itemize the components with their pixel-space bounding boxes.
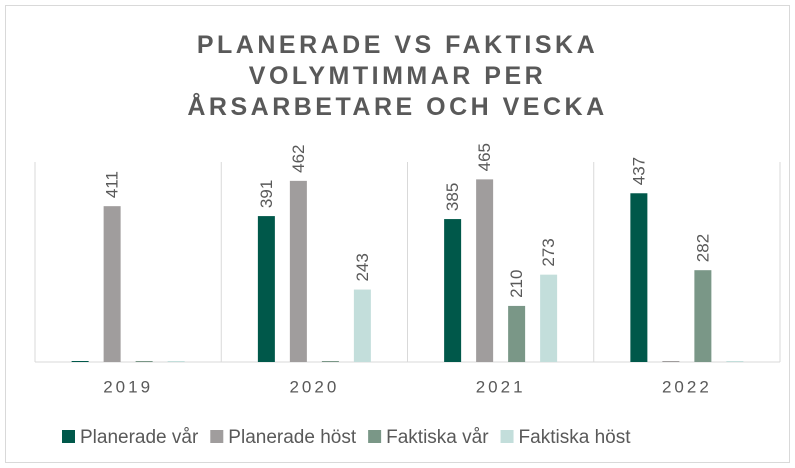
- bar: [662, 361, 680, 362]
- bar: [135, 361, 153, 362]
- data-label: 210: [507, 270, 526, 298]
- bar: [476, 179, 494, 362]
- bar: [694, 270, 712, 362]
- chart-title: PLANERADE VS FAKTISKA VOLYMTIMMAR PER ÅR…: [187, 31, 608, 121]
- data-label: 243: [353, 253, 372, 281]
- bar: [630, 193, 648, 362]
- data-label: 282: [693, 234, 712, 262]
- x-tick-label: 2022: [662, 377, 712, 396]
- legend-swatch: [210, 430, 224, 443]
- legend-swatch: [368, 430, 382, 443]
- bar: [321, 361, 339, 362]
- data-label: 273: [539, 238, 558, 266]
- bar: [540, 274, 558, 362]
- legend-label: Planerade vår: [80, 427, 199, 448]
- chart-border: [5, 5, 790, 463]
- bar: [508, 305, 526, 362]
- data-label: 391: [257, 180, 276, 208]
- bar: [103, 206, 121, 362]
- data-label: 437: [629, 157, 648, 185]
- legend-swatch: [62, 430, 75, 443]
- bar: [257, 216, 275, 362]
- x-tick-label: 2021: [476, 377, 526, 396]
- bar: [167, 361, 185, 362]
- data-label: 465: [475, 143, 494, 171]
- legend-swatch: [500, 430, 514, 443]
- x-tick-label: 2019: [103, 377, 153, 396]
- bar: [71, 361, 89, 362]
- data-label: 411: [103, 171, 122, 198]
- bar: [726, 361, 744, 362]
- legend-label: Planerade höst: [228, 427, 357, 448]
- legend-label: Faktiska höst: [519, 427, 632, 448]
- data-label: 385: [443, 183, 462, 211]
- bar: [444, 219, 462, 362]
- data-label: 462: [289, 144, 308, 172]
- x-tick-label: 2020: [289, 377, 339, 396]
- bar: [353, 289, 371, 362]
- legend-label: Faktiska vår: [386, 427, 489, 448]
- bar: [289, 180, 307, 362]
